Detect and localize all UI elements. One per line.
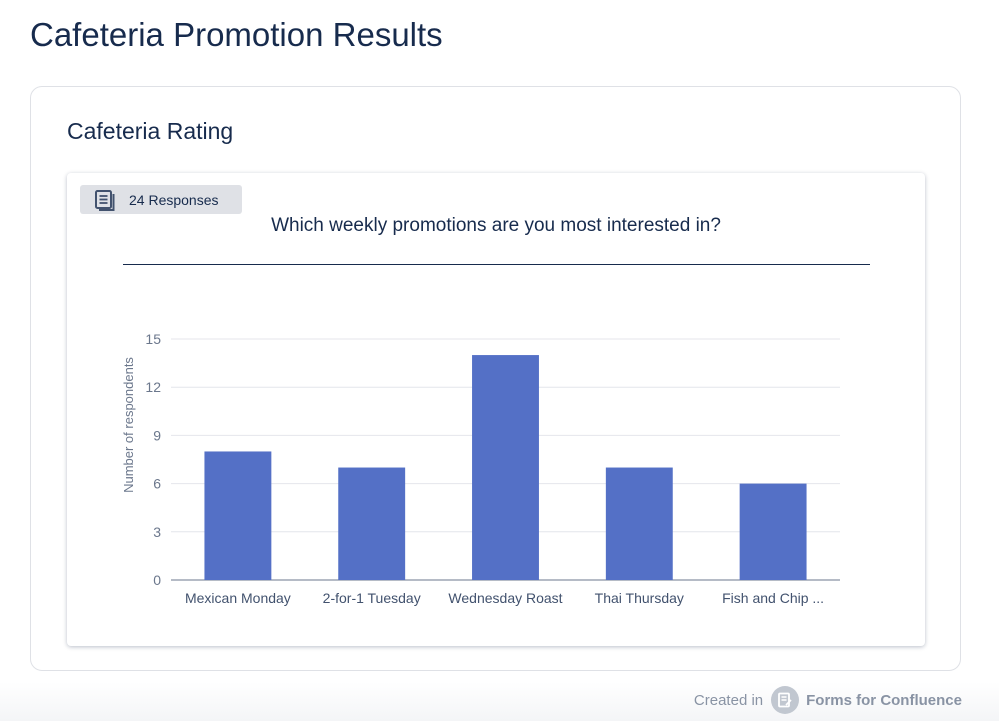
forms-logo-icon[interactable] xyxy=(771,686,800,714)
page-title: Cafeteria Promotion Results xyxy=(30,16,443,53)
bar[interactable] xyxy=(605,467,673,580)
x-tick-label: Mexican Monday xyxy=(185,590,291,606)
footer-brand-link[interactable]: Forms for Confluence xyxy=(806,691,962,709)
chart-title: Which weekly promotions are you most int… xyxy=(271,215,721,236)
bar[interactable] xyxy=(472,355,539,580)
x-tick-label: Wednesday Roast xyxy=(448,590,562,606)
bar-chart: 0 3 6 9 12 15 Mexican Monday 2-for-1 Tuesday We… xyxy=(121,331,840,606)
responses-badge[interactable]: 24 Responses xyxy=(80,185,242,214)
x-tick-label: 2-for-1 Tuesday xyxy=(323,590,421,606)
y-tick-label: 9 xyxy=(153,427,161,443)
y-tick-label: 3 xyxy=(153,524,161,540)
y-axis-label: Number of respondents xyxy=(121,357,136,493)
bars xyxy=(204,355,807,580)
results-card: Cafeteria Rating 24 Responses Which week… xyxy=(30,86,961,671)
responses-count: 24 Responses xyxy=(129,191,219,208)
bar[interactable] xyxy=(739,483,807,580)
x-tick-label: Fish and Chip ... xyxy=(722,590,824,606)
x-tick-label: Thai Thursday xyxy=(595,590,684,606)
y-tick-label: 12 xyxy=(145,379,161,395)
section-title: Cafeteria Rating xyxy=(67,118,234,144)
footer: Created in Forms for Confluence xyxy=(0,682,999,721)
y-tick-labels: 0 3 6 9 12 15 xyxy=(145,331,161,588)
bar[interactable] xyxy=(204,451,272,580)
title-divider xyxy=(123,264,870,265)
document-list-icon xyxy=(94,189,116,211)
x-tick-labels: Mexican Monday 2-for-1 Tuesday Wednesday R… xyxy=(185,590,824,606)
footer-created-in: Created in xyxy=(693,691,764,709)
bar[interactable] xyxy=(338,467,406,580)
chart-card: 24 Responses Which weekly promotions are… xyxy=(67,173,925,646)
y-tick-label: 0 xyxy=(153,572,161,588)
y-tick-label: 15 xyxy=(145,331,161,347)
y-tick-label: 6 xyxy=(153,476,161,492)
